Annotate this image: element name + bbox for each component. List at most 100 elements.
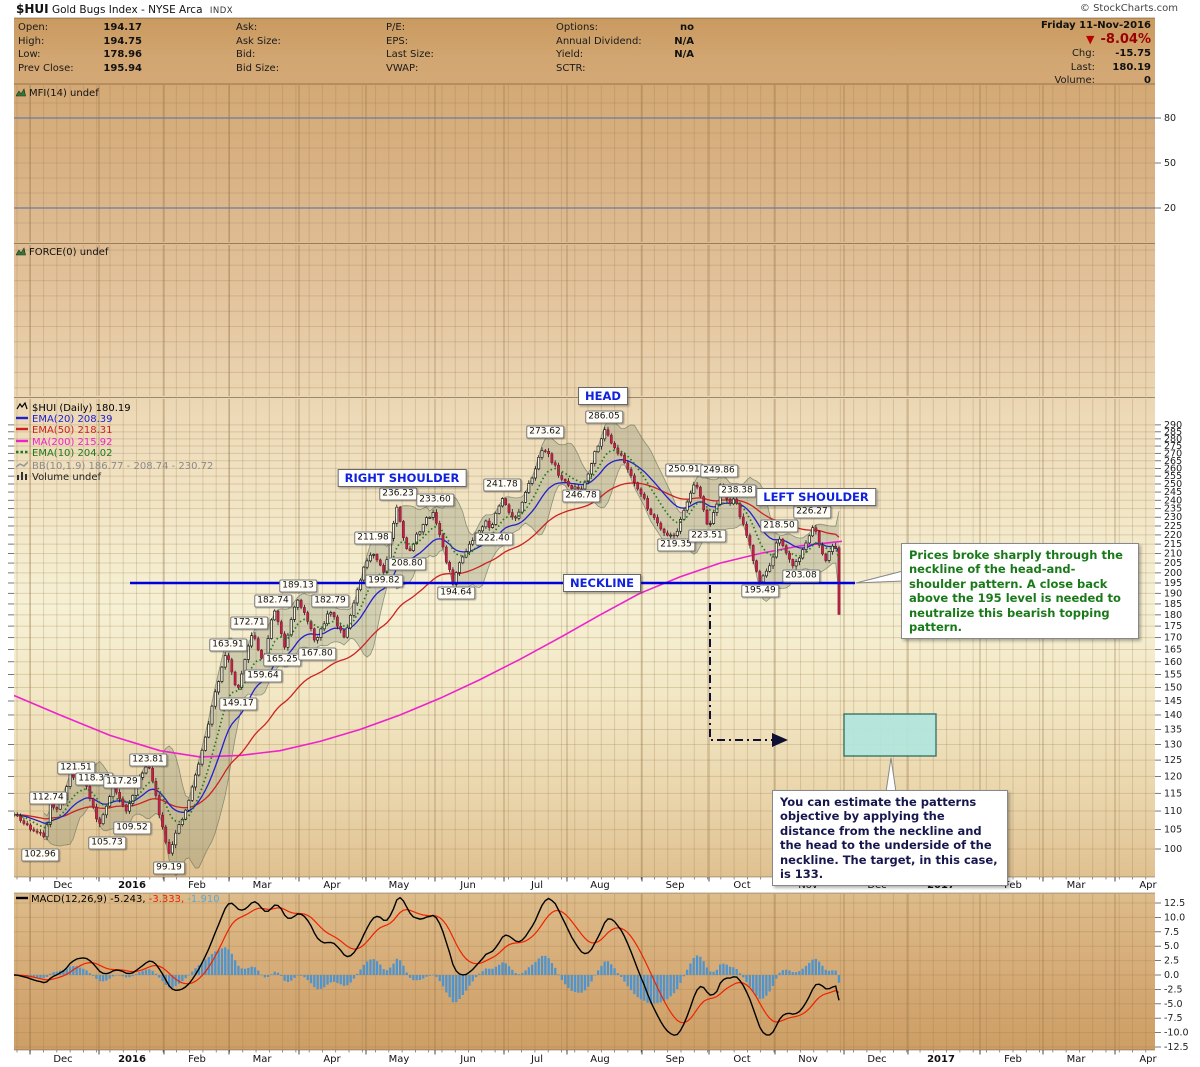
quote-field-value: N/A [674,35,694,47]
svg-text:250: 250 [1164,479,1182,490]
price-callout: 273.62 [526,425,564,439]
svg-text:-5.0: -5.0 [1164,999,1183,1010]
svg-text:120: 120 [1164,771,1182,782]
quote-field-value: 194.75 [103,35,142,47]
neckline-note: Prices broke sharply through the necklin… [901,543,1139,640]
price-callout: 250.91 [665,463,703,477]
svg-text:215: 215 [1164,539,1182,550]
down-triangle-icon: ▼ [1086,33,1095,46]
price-callout: 117.29 [103,775,141,789]
quote-field-label: Yield: [556,49,584,60]
svg-text:Jul: Jul [530,1054,543,1065]
quote-field: Ask Size: [236,35,346,49]
left-shoulder-label: LEFT SHOULDER [756,488,876,506]
svg-text:Feb: Feb [188,880,206,891]
svg-text:195: 195 [1164,578,1182,589]
price-callout: 105.73 [88,836,126,850]
svg-text:Apr: Apr [323,1054,341,1065]
svg-text:230: 230 [1164,512,1182,523]
svg-text:135: 135 [1164,724,1182,735]
svg-text:Feb: Feb [1004,880,1022,891]
symbol-label: $HUI [16,2,49,16]
svg-text:260: 260 [1164,463,1182,474]
quote-field: Bid: [236,48,346,62]
svg-text:185: 185 [1164,599,1182,610]
quote-field: Open: 194.17 [18,21,142,35]
price-callout: 236.23 [379,487,417,501]
quote-field: High: 194.75 [18,35,142,49]
macd-legend: MACD(12,26,9) -5.243, -3.333, -1.910 [16,894,220,905]
svg-text:270: 270 [1164,448,1182,459]
legend-row-5: BB(10,1.9) 186.77 - 208.74 - 230.72 [15,460,214,472]
target-note: You can estimate the patterns objective … [772,790,1008,887]
svg-text:2.5: 2.5 [1164,956,1179,967]
quote-field-label: High: [18,35,45,47]
svg-text:Dec: Dec [53,1054,72,1065]
svg-text:125: 125 [1164,755,1182,766]
quote-field-label: Last Size: [386,49,434,60]
svg-text:-10.0: -10.0 [1164,1028,1189,1039]
quote-field-label: Ask: [236,22,258,33]
price-callout: 109.52 [113,821,151,835]
svg-text:Aug: Aug [590,880,610,891]
quote-column-3: Options: no Annual Dividend: N/A Yield: N/A SC… [556,21,694,75]
price-callout: 163.91 [209,638,247,652]
svg-text:Dec: Dec [867,1054,886,1065]
quote-field-value: -15.75 [1115,48,1151,59]
price-callout: 249.86 [700,464,738,478]
legend-label: BB(10,1.9) 186.77 - 208.74 - 230.72 [32,460,214,472]
quote-field-label: Annual Dividend: [556,35,642,47]
svg-text:170: 170 [1164,633,1182,644]
quote-column-1: Ask: Ask Size: Bid: Bid Size: [236,21,346,75]
quote-right-field: Chg: -15.75 [1041,47,1151,61]
right-gutter [1155,18,1200,1050]
quote-field-label: Low: [18,49,41,60]
macd-legend-part: MACD(12,26,9) -5.243, [31,894,146,905]
quote-field-label: Bid Size: [236,62,280,74]
bars-icon [16,471,29,484]
price-callout: 199.82 [365,574,403,588]
quote-date: Friday 11-Nov-2016 [1041,20,1151,31]
quote-field: P/E: [386,21,496,35]
quote-field-value: 194.17 [103,22,142,33]
change-percent-value: -8.04% [1100,32,1152,47]
force-panel-label: FORCE(0) undef [15,247,108,258]
svg-text:Sep: Sep [666,880,685,891]
svg-text:200: 200 [1164,568,1182,579]
svg-text:Oct: Oct [733,1054,750,1065]
price-callout: 102.96 [21,848,59,862]
line-icon [16,414,29,426]
svg-text:10.0: 10.0 [1164,912,1185,923]
svg-text:210: 210 [1164,548,1182,559]
price-callout: 286.05 [585,410,623,424]
svg-text:Jun: Jun [459,880,476,891]
header-strip [0,0,1200,18]
legend-row-3: MA(200) 215.92 [16,437,213,449]
price-callout: 233.60 [416,493,454,507]
price-callout: 182.74 [254,594,292,608]
indicator-icon [15,247,26,256]
svg-text:Aug: Aug [590,1054,610,1065]
line-icon [16,894,28,905]
quote-column-0: Open: 194.17 High: 194.75 Low: 178.96 Prev Clo… [18,21,142,75]
svg-text:180: 180 [1164,610,1182,621]
svg-text:Nov: Nov [798,1054,818,1065]
price-callout: 203.08 [782,569,820,583]
svg-text:Jun: Jun [459,1054,476,1065]
svg-text:110: 110 [1164,806,1182,817]
price-callout: 194.64 [437,586,475,600]
svg-text:245: 245 [1164,487,1182,498]
svg-text:275: 275 [1164,441,1182,452]
legend-label: EMA(10) 204.02 [32,448,113,459]
main-chart-legend: $HUI (Daily) 180.19 EMA(20) 208.39 EMA(50)… [15,401,214,484]
svg-text:140: 140 [1164,710,1182,721]
quote-field-label: SCTR: [556,62,586,74]
price-callout: 99.19 [153,861,185,875]
quote-right-rows: Chg: -15.75 Last: 180.19 Volume: 0 [1041,47,1151,88]
price-callout: 149.17 [219,697,257,711]
svg-text:5.0: 5.0 [1164,941,1179,952]
right-shoulder-label: RIGHT SHOULDER [337,469,467,487]
svg-text:Mar: Mar [253,880,273,891]
legend-label: MA(200) 215.92 [32,436,113,448]
svg-text:Mar: Mar [253,1054,273,1065]
